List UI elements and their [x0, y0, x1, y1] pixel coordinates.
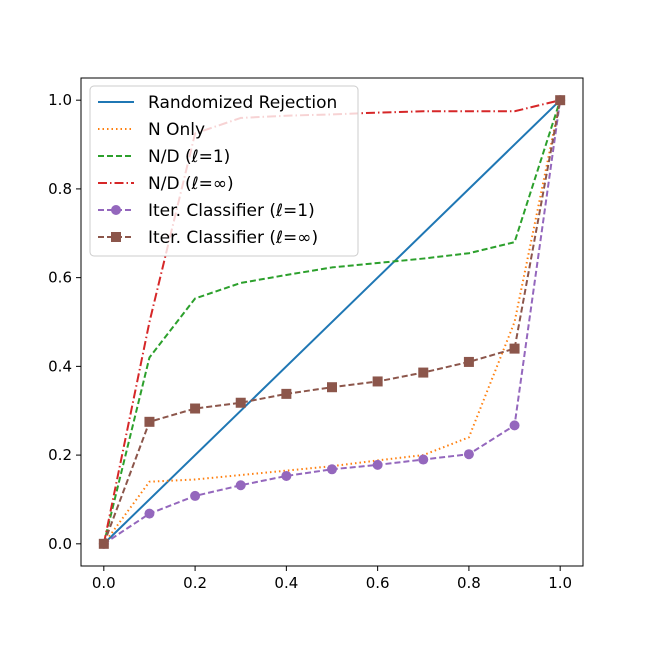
data-point [509, 420, 520, 431]
x-tick-label: 0.8 [457, 574, 481, 592]
data-point [281, 388, 292, 399]
data-point [463, 449, 474, 460]
series-layer [98, 95, 566, 549]
y-tick-label: 0.2 [48, 446, 72, 464]
x-tick-label: 0.4 [274, 574, 298, 592]
legend-label: Iter. Classifier (ℓ=∞) [148, 228, 318, 248]
legend-label: N/D (ℓ=∞) [148, 174, 234, 194]
data-point [555, 95, 566, 106]
legend-label: Iter. Classifier (ℓ=1) [148, 201, 315, 221]
legend-item-0: Randomized Rejection [98, 93, 337, 113]
data-point [235, 397, 246, 408]
data-point [372, 376, 383, 387]
y-axis: 0.0 0.2 0.4 0.6 0.8 1.0 [48, 91, 81, 553]
data-point [418, 367, 429, 378]
data-point [463, 356, 474, 367]
series-5 [98, 95, 566, 549]
series-line-3 [102, 99, 561, 545]
series-2 [102, 99, 562, 545]
legend-marker [111, 232, 121, 242]
data-point [190, 403, 201, 414]
legend-label: N/D (ℓ=1) [148, 147, 230, 167]
series-line-2 [102, 99, 562, 545]
x-tick-label: 1.0 [548, 574, 572, 592]
data-point [372, 459, 383, 470]
legend-box [89, 85, 359, 257]
data-point [144, 508, 155, 519]
data-point [281, 470, 292, 481]
data-point [327, 464, 337, 475]
data-point [235, 480, 246, 491]
legend-item-5: Iter. Classifier (ℓ=∞) [98, 228, 318, 248]
x-tick-label: 0.0 [92, 574, 116, 592]
legend-item-2: N/D (ℓ=1) [98, 147, 230, 167]
x-tick-label: 0.2 [183, 574, 207, 592]
x-axis: 0.0 0.2 0.4 0.6 0.8 1.0 [92, 566, 572, 592]
data-point [190, 490, 201, 501]
data-point [418, 454, 429, 465]
series-3 [102, 99, 561, 545]
legend: Randomized Rejection N Only N/D (ℓ=1) N/D (… [89, 85, 359, 257]
y-tick-label: 0.8 [48, 180, 72, 198]
data-point [327, 382, 337, 393]
legend-item-4: Iter. Classifier (ℓ=1) [98, 201, 315, 221]
legend-label: Randomized Rejection [148, 93, 337, 113]
y-tick-label: 0.6 [48, 269, 72, 287]
data-point [144, 416, 155, 427]
data-point [509, 343, 520, 354]
series-0 [103, 99, 561, 545]
data-point [98, 538, 109, 549]
y-tick-label: 0.4 [48, 357, 72, 375]
legend-label: N Only [148, 120, 205, 140]
y-tick-label: 0.0 [48, 535, 72, 553]
legend-marker [111, 205, 121, 215]
x-tick-label: 0.6 [366, 574, 390, 592]
legend-item-3: N/D (ℓ=∞) [98, 174, 234, 194]
y-tick-label: 1.0 [48, 91, 72, 109]
legend-item-1: N Only [98, 120, 205, 140]
series-line-0 [103, 99, 561, 545]
plot-frame [80, 77, 584, 567]
